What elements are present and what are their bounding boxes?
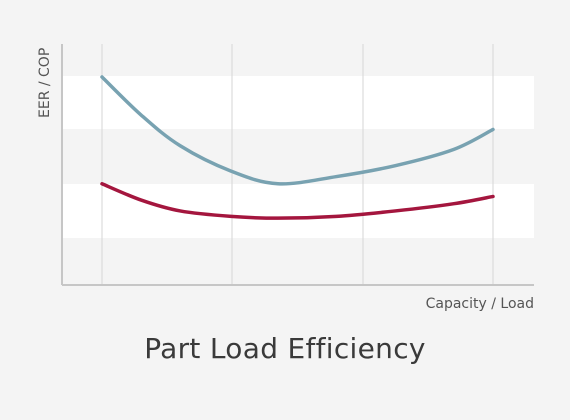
grid-band	[62, 184, 534, 238]
series-line-2	[100, 182, 495, 220]
series-line-1	[100, 75, 495, 186]
y-axis-label: EER / COP	[37, 48, 53, 118]
x-axis-label: Capacity / Load	[426, 296, 534, 312]
grid-band	[62, 76, 534, 129]
chart-title: Part Load Efficiency	[144, 332, 426, 365]
